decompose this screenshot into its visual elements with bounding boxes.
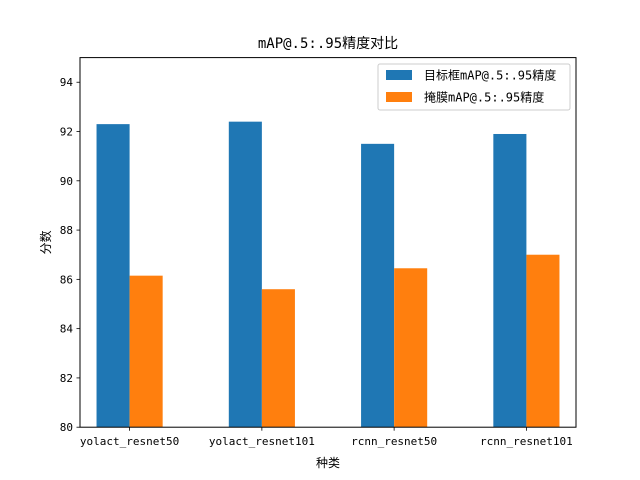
legend-label-mask: 掩膜mAP@.5:.95精度 <box>424 90 544 105</box>
y-tick-label: 90 <box>60 175 73 188</box>
x-tick-label: yolact_resnet101 <box>209 435 315 448</box>
legend-swatch-bbox <box>386 70 412 80</box>
bar-mask-0 <box>129 275 163 428</box>
x-axis: yolact_resnet50 yolact_resnet101 rcnn_resn… <box>80 427 573 448</box>
x-tick-label: yolact_resnet50 <box>80 435 179 448</box>
bars-group <box>96 121 560 428</box>
bar-bbox-3 <box>493 133 527 428</box>
x-tick-label: rcnn_resnet101 <box>480 435 573 448</box>
y-axis-label: 分数 <box>38 230 53 254</box>
legend-swatch-mask <box>386 92 412 102</box>
plot-frame <box>79 57 577 428</box>
bar-bbox-0 <box>96 124 130 428</box>
y-tick-label: 88 <box>60 224 73 237</box>
bar-bbox-1 <box>228 121 262 428</box>
y-tick-label: 84 <box>60 323 74 336</box>
y-tick-label: 82 <box>60 372 73 385</box>
legend-label-bbox: 目标框mAP@.5:.95精度 <box>424 68 556 83</box>
bar-mask-3 <box>526 254 560 428</box>
bar-mask-2 <box>394 268 428 428</box>
y-tick-label: 86 <box>60 273 73 286</box>
bar-bbox-2 <box>361 143 395 428</box>
y-axis: 80 82 84 86 88 90 92 94 <box>60 76 80 434</box>
legend-frame <box>377 63 571 111</box>
chart-title: mAP@.5:.95精度对比 <box>258 36 398 52</box>
y-tick-label: 94 <box>60 76 74 89</box>
x-axis-label: 种类 <box>316 456 340 470</box>
y-tick-label: 80 <box>60 421 73 434</box>
bar-mask-1 <box>261 289 295 428</box>
y-tick-label: 92 <box>60 126 73 139</box>
legend: 目标框mAP@.5:.95精度 掩膜mAP@.5:.95精度 <box>377 63 571 111</box>
x-tick-label: rcnn_resnet50 <box>351 435 437 448</box>
